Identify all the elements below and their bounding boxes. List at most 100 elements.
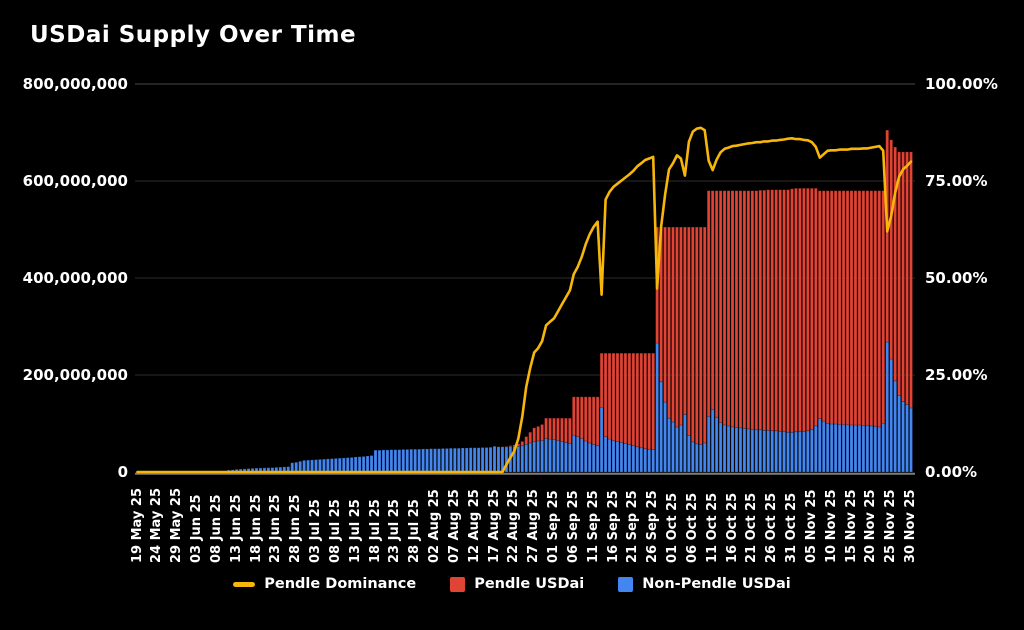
bar-pendle[interactable] [825, 190, 830, 424]
bar-non-pendle[interactable] [786, 431, 790, 473]
bar-non-pendle[interactable] [857, 424, 862, 473]
legend-item-pendle-dominance[interactable]: Pendle Dominance [233, 576, 416, 592]
bar-pendle[interactable] [710, 190, 715, 410]
bar-pendle[interactable] [560, 417, 564, 442]
bar-pendle[interactable] [595, 396, 600, 446]
bar-non-pendle[interactable] [571, 434, 576, 473]
bar-non-pendle[interactable] [405, 449, 410, 473]
bar-non-pendle[interactable] [869, 425, 874, 473]
bar-non-pendle[interactable] [421, 448, 425, 473]
bar-non-pendle[interactable] [389, 449, 394, 473]
bar-non-pendle[interactable] [417, 448, 421, 473]
bar-non-pendle[interactable] [298, 460, 302, 473]
bar-non-pendle[interactable] [397, 449, 402, 473]
bar-non-pendle[interactable] [798, 431, 802, 473]
bar-non-pendle[interactable] [698, 444, 703, 473]
bar-pendle[interactable] [905, 151, 909, 405]
bar-non-pendle[interactable] [349, 457, 354, 473]
bar-pendle[interactable] [746, 190, 751, 430]
bar-non-pendle[interactable] [647, 448, 652, 473]
bar-pendle[interactable] [706, 190, 711, 417]
bar-non-pendle[interactable] [345, 457, 350, 473]
bar-non-pendle[interactable] [710, 409, 715, 473]
bar-pendle[interactable] [754, 190, 759, 431]
bar-pendle[interactable] [627, 352, 632, 445]
bar-non-pendle[interactable] [782, 431, 786, 473]
bar-pendle[interactable] [766, 189, 771, 431]
bar-non-pendle[interactable] [679, 424, 683, 473]
bar-pendle[interactable] [889, 139, 894, 360]
bar-pendle[interactable] [532, 427, 537, 442]
bar-non-pendle[interactable] [885, 341, 890, 473]
bar-non-pendle[interactable] [893, 380, 897, 473]
bar-pendle[interactable] [575, 396, 580, 437]
bar-pendle[interactable] [611, 352, 616, 441]
bar-pendle[interactable] [564, 417, 568, 443]
bar-pendle[interactable] [790, 188, 794, 433]
bar-non-pendle[interactable] [472, 447, 477, 473]
bar-non-pendle[interactable] [611, 440, 616, 473]
bar-non-pendle[interactable] [802, 430, 806, 473]
bar-pendle[interactable] [762, 189, 767, 431]
bar-non-pendle[interactable] [568, 443, 572, 473]
bar-non-pendle[interactable] [829, 423, 834, 473]
bar-non-pendle[interactable] [536, 440, 540, 473]
bar-non-pendle[interactable] [817, 418, 822, 473]
bar-non-pendle[interactable] [905, 404, 909, 473]
bar-pendle[interactable] [806, 187, 810, 432]
bar-pendle[interactable] [885, 129, 890, 343]
bar-non-pendle[interactable] [373, 449, 378, 473]
bar-non-pendle[interactable] [758, 429, 763, 473]
bar-non-pendle[interactable] [845, 424, 850, 473]
bar-non-pendle[interactable] [425, 448, 429, 473]
bar-non-pendle[interactable] [449, 447, 453, 473]
bar-non-pendle[interactable] [861, 425, 866, 473]
bar-pendle[interactable] [635, 352, 640, 448]
bar-pendle[interactable] [722, 190, 727, 426]
bar-non-pendle[interactable] [623, 443, 628, 473]
bar-pendle[interactable] [643, 352, 648, 450]
bar-non-pendle[interactable] [714, 416, 719, 473]
bar-pendle[interactable] [865, 190, 870, 426]
bar-pendle[interactable] [579, 396, 584, 439]
bar-pendle[interactable] [774, 189, 778, 432]
bar-pendle[interactable] [683, 226, 687, 415]
bar-pendle[interactable] [591, 396, 596, 445]
bar-pendle[interactable] [726, 190, 731, 427]
bar-non-pendle[interactable] [409, 448, 414, 473]
bar-non-pendle[interactable] [825, 423, 830, 473]
bar-pendle[interactable] [786, 189, 790, 433]
bar-non-pendle[interactable] [726, 425, 731, 473]
bar-non-pendle[interactable] [294, 461, 299, 473]
bar-non-pendle[interactable] [488, 446, 493, 473]
bar-non-pendle[interactable] [583, 440, 588, 473]
bar-non-pendle[interactable] [766, 429, 771, 473]
bar-pendle[interactable] [671, 226, 675, 423]
bar-pendle[interactable] [734, 190, 739, 428]
bar-non-pendle[interactable] [460, 447, 465, 473]
bar-non-pendle[interactable] [476, 447, 481, 473]
bar-pendle[interactable] [599, 352, 604, 408]
bar-non-pendle[interactable] [306, 459, 310, 473]
bar-non-pendle[interactable] [290, 462, 295, 473]
bar-non-pendle[interactable] [524, 444, 529, 473]
bar-pendle[interactable] [556, 417, 560, 441]
bar-non-pendle[interactable] [310, 459, 314, 473]
bar-pendle[interactable] [881, 190, 886, 424]
bar-pendle[interactable] [587, 396, 592, 444]
bar-non-pendle[interactable] [441, 448, 445, 473]
bar-pendle[interactable] [782, 189, 786, 433]
bar-non-pendle[interactable] [873, 426, 878, 473]
bar-pendle[interactable] [714, 190, 719, 418]
bar-non-pendle[interactable] [595, 444, 600, 473]
bar-non-pendle[interactable] [413, 448, 418, 473]
bar-pendle[interactable] [540, 424, 544, 441]
bar-pendle[interactable] [568, 417, 572, 444]
bar-non-pendle[interactable] [730, 426, 735, 473]
bar-non-pendle[interactable] [532, 441, 537, 473]
bar-pendle[interactable] [873, 190, 878, 427]
bar-pendle[interactable] [651, 352, 656, 451]
bar-non-pendle[interactable] [603, 436, 608, 473]
bar-non-pendle[interactable] [445, 448, 449, 473]
bar-pendle[interactable] [639, 352, 644, 449]
